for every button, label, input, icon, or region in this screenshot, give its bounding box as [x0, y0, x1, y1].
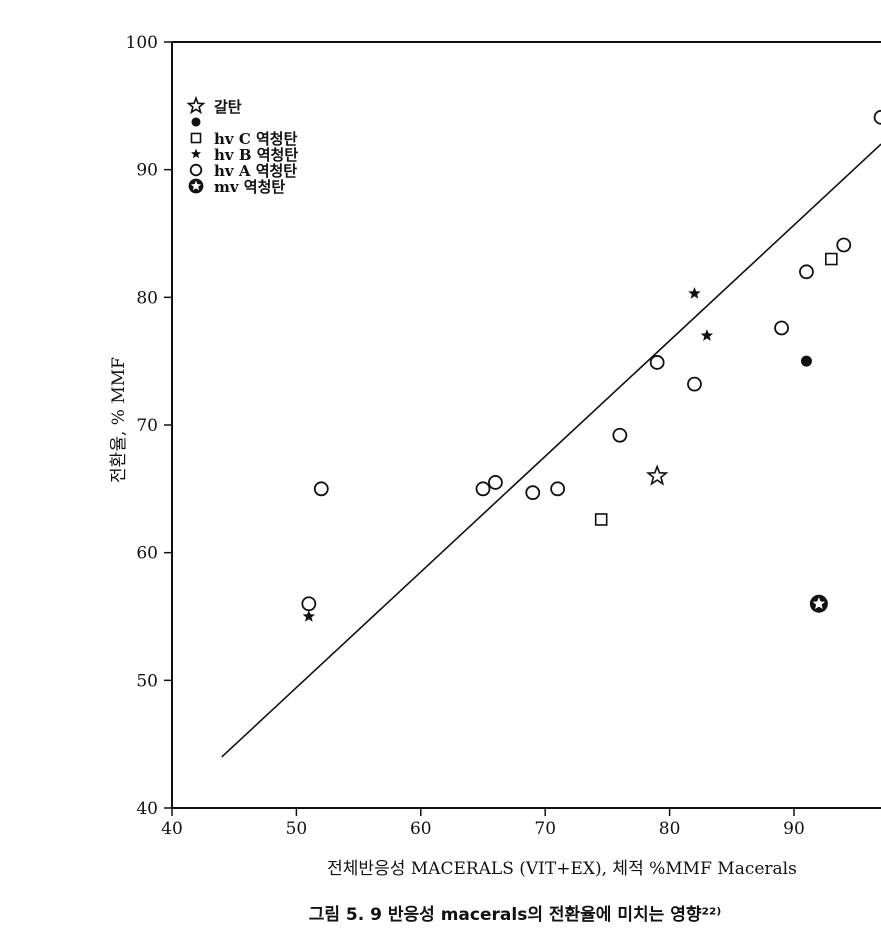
legend-label: hv C 역청탄	[214, 130, 298, 148]
data-point	[688, 287, 701, 299]
tick-labels: 40 50 60 70 80 90 100 40 50 60 70 80 90	[126, 33, 805, 839]
y-tick-label: 50	[136, 671, 158, 691]
y-tick-label: 60	[136, 544, 158, 564]
legend-marker	[189, 163, 203, 177]
x-axis-label: 전체반응성 MACERALS (VIT+EX), 체적 %MMF Maceral…	[327, 859, 797, 879]
legend-label: hv A 역청탄	[214, 162, 297, 180]
legend-marker	[190, 148, 202, 159]
data-point	[800, 355, 812, 367]
y-tick-label: 80	[136, 288, 158, 308]
data-point	[550, 481, 566, 497]
data-point	[594, 513, 608, 526]
legend-label: hv B 역청탄	[214, 146, 298, 164]
x-tick-label: 60	[410, 819, 432, 839]
y-tick-label: 90	[136, 161, 158, 181]
y-axis-label: 전환율, % MMF	[109, 357, 129, 483]
data-point	[645, 464, 669, 486]
data-point	[836, 237, 852, 253]
data-point	[313, 481, 329, 497]
data-point	[809, 594, 828, 613]
legend-label: 갈탄	[214, 98, 242, 116]
data-point	[475, 481, 491, 497]
x-tick-label: 70	[534, 819, 556, 839]
legend-marker	[188, 178, 204, 194]
data-point	[301, 596, 317, 612]
data-points	[301, 109, 881, 622]
x-tick-label: 90	[783, 819, 805, 839]
data-point	[649, 355, 665, 370]
data-point	[525, 485, 541, 501]
data-point	[302, 610, 316, 622]
data-point	[873, 109, 881, 125]
x-tick-label: 80	[659, 819, 681, 839]
legend-marker	[186, 95, 206, 115]
x-tick-label: 40	[161, 819, 183, 839]
trend-line	[221, 143, 881, 758]
data-point	[825, 252, 838, 266]
data-point	[488, 475, 503, 490]
data-point	[612, 427, 628, 443]
legend-label: mv 역청탄	[214, 178, 285, 196]
legend-marker	[191, 117, 201, 127]
y-tick-label: 100	[126, 33, 158, 53]
data-point	[774, 320, 789, 336]
figure-caption: 그림 5. 9 반응성 macerals의 전환율에 미치는 영향²²⁾	[309, 904, 722, 925]
y-tick-label: 70	[136, 416, 158, 436]
y-tick-label: 40	[136, 799, 158, 819]
legend-marker	[190, 132, 202, 144]
data-point	[799, 264, 814, 280]
data-point	[687, 376, 702, 392]
x-tick-label: 50	[286, 819, 308, 839]
data-point	[700, 329, 714, 341]
